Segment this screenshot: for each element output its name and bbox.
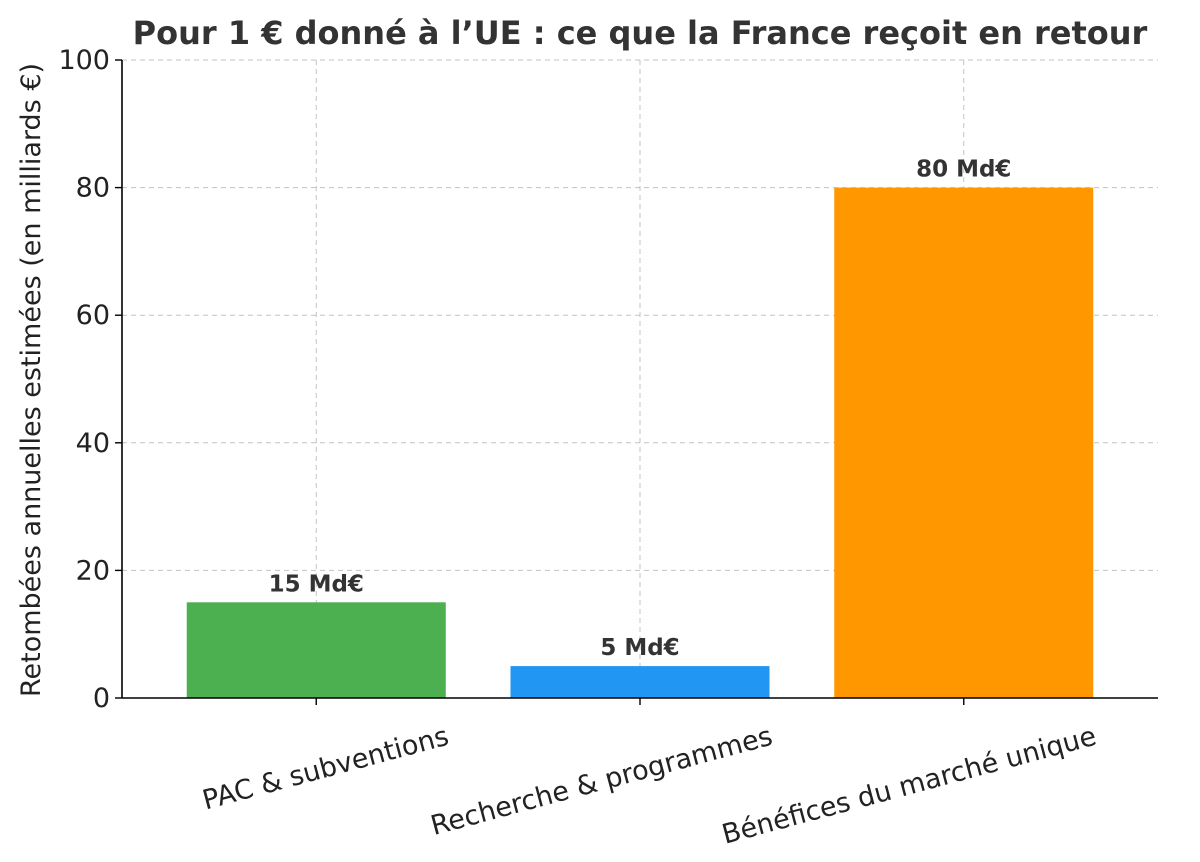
data-labels: 15 Md€ 5 Md€ 80 Md€	[269, 157, 1012, 661]
bar	[510, 666, 770, 698]
chart-title: Pour 1 € donné à l’UE : ce que la France…	[133, 14, 1148, 52]
y-tick-label: 0	[93, 683, 110, 714]
y-axis-label: Retombées annuelles estimées (en milliar…	[16, 63, 47, 697]
y-tick-label: 20	[76, 555, 110, 586]
y-tick-label: 40	[76, 428, 110, 459]
bar-value-label: 15 Md€	[269, 571, 364, 597]
bar	[834, 187, 1094, 698]
x-tick-label: PAC & subventions	[199, 721, 452, 817]
bar-value-label: 5 Md€	[600, 635, 679, 661]
y-tick-label: 100	[58, 45, 110, 76]
x-tick-label: Bénéfices du marché unique	[719, 721, 1100, 851]
y-tick-label: 60	[76, 300, 110, 331]
y-tick-label: 80	[76, 173, 110, 204]
bar	[186, 602, 446, 698]
bar-value-label: 80 Md€	[916, 157, 1011, 183]
bars	[186, 187, 1094, 698]
